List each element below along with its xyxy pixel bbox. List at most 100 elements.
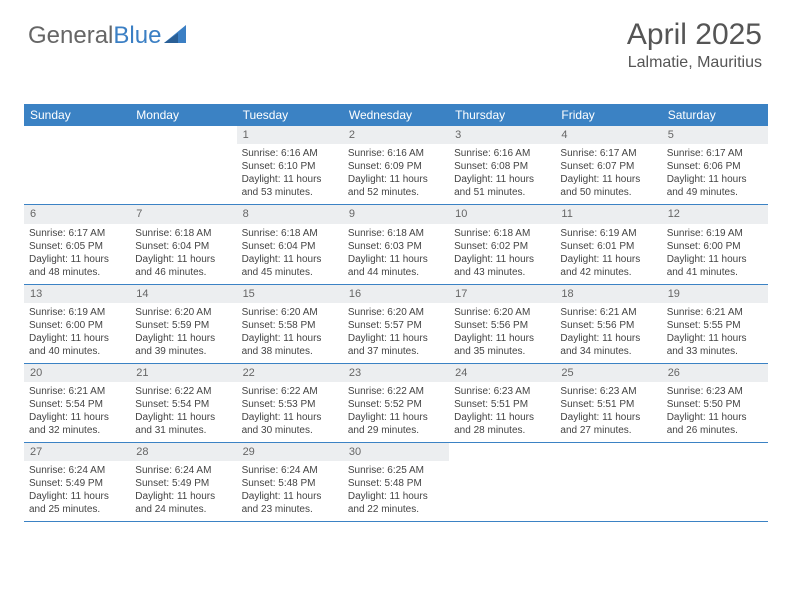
calendar-cell: . <box>24 126 130 204</box>
daylight-text-1: Daylight: 11 hours <box>348 332 444 345</box>
sunset-text: Sunset: 5:58 PM <box>242 319 338 332</box>
logo-text-1: General <box>28 22 113 50</box>
day-number: 20 <box>24 364 130 382</box>
daylight-text-2: and 26 minutes. <box>667 424 763 437</box>
day-number: 11 <box>555 205 661 223</box>
calendar-cell: 1Sunrise: 6:16 AMSunset: 6:10 PMDaylight… <box>237 126 343 204</box>
calendar-cell: 30Sunrise: 6:25 AMSunset: 5:48 PMDayligh… <box>343 443 449 521</box>
cell-body: Sunrise: 6:20 AMSunset: 5:58 PMDaylight:… <box>237 303 343 363</box>
sunrise-text: Sunrise: 6:17 AM <box>29 227 125 240</box>
daylight-text-1: Daylight: 11 hours <box>560 411 656 424</box>
sunset-text: Sunset: 6:04 PM <box>135 240 231 253</box>
sunrise-text: Sunrise: 6:23 AM <box>560 385 656 398</box>
day-number: 15 <box>237 285 343 303</box>
sunset-text: Sunset: 6:06 PM <box>667 160 763 173</box>
daylight-text-2: and 52 minutes. <box>348 186 444 199</box>
header: April 2025 Lalmatie, Mauritius <box>627 18 762 72</box>
calendar-cell: 21Sunrise: 6:22 AMSunset: 5:54 PMDayligh… <box>130 364 236 442</box>
cell-body: Sunrise: 6:16 AMSunset: 6:10 PMDaylight:… <box>237 144 343 204</box>
cell-body: Sunrise: 6:19 AMSunset: 6:00 PMDaylight:… <box>662 224 768 284</box>
daylight-text-2: and 48 minutes. <box>29 266 125 279</box>
calendar-cell: . <box>130 126 236 204</box>
sunset-text: Sunset: 5:48 PM <box>242 477 338 490</box>
daylight-text-1: Daylight: 11 hours <box>667 173 763 186</box>
calendar-cell: 18Sunrise: 6:21 AMSunset: 5:56 PMDayligh… <box>555 285 661 363</box>
daylight-text-1: Daylight: 11 hours <box>29 411 125 424</box>
sunrise-text: Sunrise: 6:22 AM <box>135 385 231 398</box>
sunrise-text: Sunrise: 6:17 AM <box>560 147 656 160</box>
daylight-text-1: Daylight: 11 hours <box>29 332 125 345</box>
daylight-text-2: and 29 minutes. <box>348 424 444 437</box>
cell-body: Sunrise: 6:17 AMSunset: 6:06 PMDaylight:… <box>662 144 768 204</box>
calendar-cell: . <box>449 443 555 521</box>
cell-body: Sunrise: 6:24 AMSunset: 5:49 PMDaylight:… <box>130 461 236 521</box>
calendar-cell: 11Sunrise: 6:19 AMSunset: 6:01 PMDayligh… <box>555 205 661 283</box>
location: Lalmatie, Mauritius <box>627 54 762 72</box>
cell-body: Sunrise: 6:24 AMSunset: 5:49 PMDaylight:… <box>24 461 130 521</box>
cell-body: Sunrise: 6:20 AMSunset: 5:57 PMDaylight:… <box>343 303 449 363</box>
cell-body: Sunrise: 6:23 AMSunset: 5:50 PMDaylight:… <box>662 382 768 442</box>
sunrise-text: Sunrise: 6:18 AM <box>242 227 338 240</box>
day-number: 7 <box>130 205 236 223</box>
sunrise-text: Sunrise: 6:24 AM <box>135 464 231 477</box>
sunset-text: Sunset: 5:52 PM <box>348 398 444 411</box>
week-row: 6Sunrise: 6:17 AMSunset: 6:05 PMDaylight… <box>24 205 768 284</box>
daylight-text-2: and 51 minutes. <box>454 186 550 199</box>
day-number: 22 <box>237 364 343 382</box>
day-number: 17 <box>449 285 555 303</box>
day-header-cell: Friday <box>555 104 661 126</box>
daylight-text-2: and 49 minutes. <box>667 186 763 199</box>
sunset-text: Sunset: 6:09 PM <box>348 160 444 173</box>
logo-text-2: Blue <box>113 22 161 50</box>
daylight-text-1: Daylight: 11 hours <box>560 173 656 186</box>
sunrise-text: Sunrise: 6:20 AM <box>242 306 338 319</box>
daylight-text-2: and 27 minutes. <box>560 424 656 437</box>
calendar-cell: 15Sunrise: 6:20 AMSunset: 5:58 PMDayligh… <box>237 285 343 363</box>
daylight-text-1: Daylight: 11 hours <box>135 411 231 424</box>
daylight-text-1: Daylight: 11 hours <box>454 411 550 424</box>
daylight-text-1: Daylight: 11 hours <box>242 173 338 186</box>
calendar-cell: 13Sunrise: 6:19 AMSunset: 6:00 PMDayligh… <box>24 285 130 363</box>
calendar-cell: 6Sunrise: 6:17 AMSunset: 6:05 PMDaylight… <box>24 205 130 283</box>
daylight-text-1: Daylight: 11 hours <box>348 490 444 503</box>
cell-body: Sunrise: 6:20 AMSunset: 5:59 PMDaylight:… <box>130 303 236 363</box>
daylight-text-2: and 37 minutes. <box>348 345 444 358</box>
daylight-text-2: and 25 minutes. <box>29 503 125 516</box>
day-number: 28 <box>130 443 236 461</box>
day-number: 21 <box>130 364 236 382</box>
calendar-cell: 12Sunrise: 6:19 AMSunset: 6:00 PMDayligh… <box>662 205 768 283</box>
day-number: 30 <box>343 443 449 461</box>
sunset-text: Sunset: 6:00 PM <box>29 319 125 332</box>
daylight-text-1: Daylight: 11 hours <box>29 253 125 266</box>
calendar-cell: 25Sunrise: 6:23 AMSunset: 5:51 PMDayligh… <box>555 364 661 442</box>
day-number: 12 <box>662 205 768 223</box>
cell-body: Sunrise: 6:23 AMSunset: 5:51 PMDaylight:… <box>555 382 661 442</box>
calendar-cell: 23Sunrise: 6:22 AMSunset: 5:52 PMDayligh… <box>343 364 449 442</box>
sunrise-text: Sunrise: 6:23 AM <box>454 385 550 398</box>
day-number: 1 <box>237 126 343 144</box>
day-number: 6 <box>24 205 130 223</box>
calendar-cell: . <box>662 443 768 521</box>
sunset-text: Sunset: 6:10 PM <box>242 160 338 173</box>
day-number: 16 <box>343 285 449 303</box>
calendar-cell: 22Sunrise: 6:22 AMSunset: 5:53 PMDayligh… <box>237 364 343 442</box>
day-number: 2 <box>343 126 449 144</box>
sunset-text: Sunset: 6:04 PM <box>242 240 338 253</box>
daylight-text-1: Daylight: 11 hours <box>667 411 763 424</box>
cell-body: Sunrise: 6:21 AMSunset: 5:55 PMDaylight:… <box>662 303 768 363</box>
sunset-text: Sunset: 5:53 PM <box>242 398 338 411</box>
cell-body: Sunrise: 6:18 AMSunset: 6:04 PMDaylight:… <box>130 224 236 284</box>
sunrise-text: Sunrise: 6:18 AM <box>454 227 550 240</box>
daylight-text-1: Daylight: 11 hours <box>135 332 231 345</box>
daylight-text-2: and 30 minutes. <box>242 424 338 437</box>
daylight-text-1: Daylight: 11 hours <box>348 253 444 266</box>
daylight-text-1: Daylight: 11 hours <box>242 332 338 345</box>
daylight-text-2: and 44 minutes. <box>348 266 444 279</box>
cell-body: Sunrise: 6:18 AMSunset: 6:02 PMDaylight:… <box>449 224 555 284</box>
sunset-text: Sunset: 6:02 PM <box>454 240 550 253</box>
sunset-text: Sunset: 5:56 PM <box>560 319 656 332</box>
calendar-cell: 27Sunrise: 6:24 AMSunset: 5:49 PMDayligh… <box>24 443 130 521</box>
sunrise-text: Sunrise: 6:21 AM <box>29 385 125 398</box>
daylight-text-2: and 22 minutes. <box>348 503 444 516</box>
sunrise-text: Sunrise: 6:16 AM <box>454 147 550 160</box>
